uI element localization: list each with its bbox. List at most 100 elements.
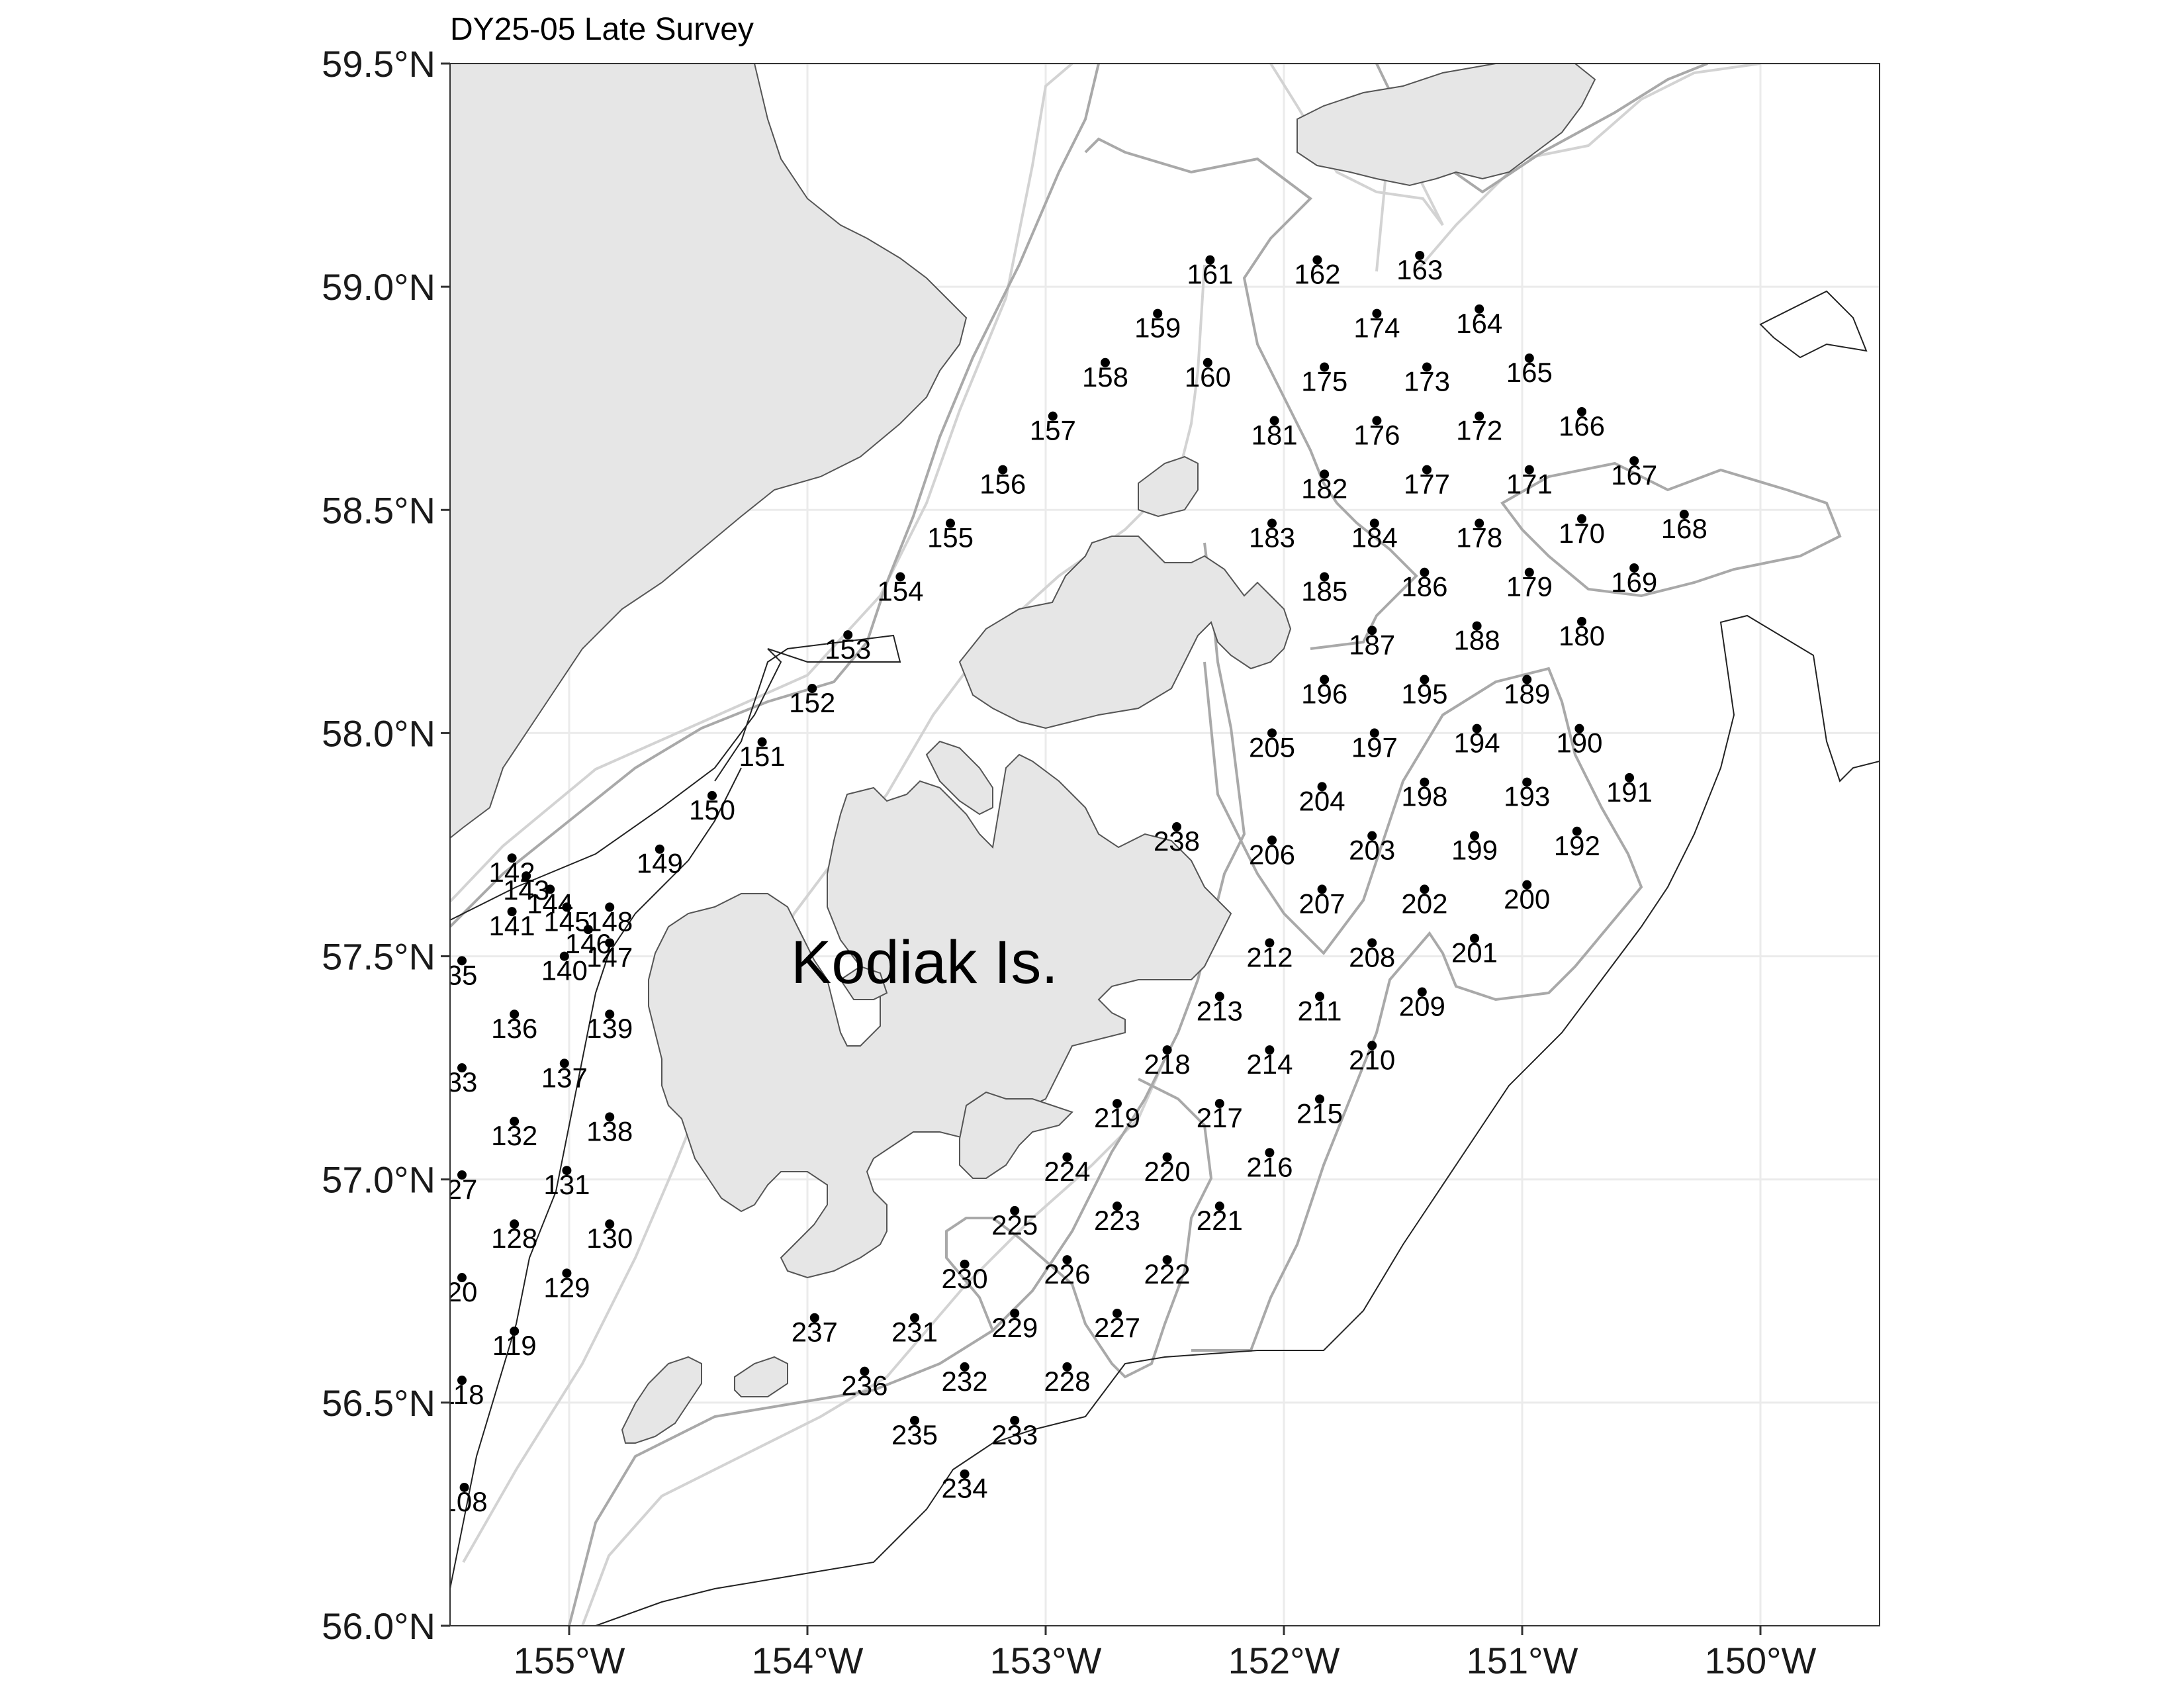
station-marker[interactable]: 154 <box>877 572 923 606</box>
station-marker[interactable]: 170 <box>1559 514 1605 549</box>
station-marker[interactable]: 130 <box>586 1219 633 1254</box>
station-marker[interactable]: 215 <box>1297 1094 1343 1129</box>
station-marker[interactable]: 144 <box>527 884 573 919</box>
station-marker[interactable]: 211 <box>1298 992 1342 1026</box>
station-marker[interactable]: 236 <box>841 1366 887 1401</box>
station-marker[interactable]: 118 <box>440 1376 484 1410</box>
station-marker[interactable]: 143 <box>503 871 549 906</box>
station-marker[interactable]: 142 <box>489 853 535 888</box>
station-marker[interactable]: 197 <box>1351 728 1398 763</box>
station-marker[interactable]: 137 <box>541 1058 588 1093</box>
station-marker[interactable]: 176 <box>1353 416 1400 450</box>
station-marker[interactable]: 214 <box>1246 1045 1293 1080</box>
station-marker[interactable]: 202 <box>1401 884 1447 919</box>
station-marker[interactable]: 228 <box>1044 1362 1090 1397</box>
station-marker[interactable]: 168 <box>1661 510 1707 544</box>
station-marker[interactable]: 136 <box>491 1009 537 1044</box>
station-marker[interactable]: 156 <box>979 465 1026 500</box>
station-marker[interactable]: 220 <box>1144 1152 1191 1187</box>
station-marker[interactable]: 140 <box>541 951 588 986</box>
station-marker[interactable]: 235 <box>891 1415 938 1450</box>
station-marker[interactable]: 138 <box>586 1112 633 1147</box>
station-marker[interactable]: 131 <box>543 1166 590 1200</box>
station-marker[interactable]: 233 <box>991 1415 1038 1450</box>
station-marker[interactable]: 188 <box>1454 621 1500 656</box>
station-marker[interactable]: 172 <box>1456 411 1502 446</box>
station-marker[interactable]: 238 <box>1154 822 1200 857</box>
station-marker[interactable]: 108 <box>441 1482 488 1517</box>
station-marker[interactable]: 162 <box>1294 255 1340 290</box>
station-marker[interactable]: 216 <box>1246 1148 1293 1182</box>
station-marker[interactable]: 171 <box>1506 465 1553 500</box>
station-marker[interactable]: 180 <box>1559 616 1605 651</box>
station-marker[interactable]: 178 <box>1456 518 1502 553</box>
station-marker[interactable]: 186 <box>1401 567 1447 602</box>
station-marker[interactable]: 190 <box>1556 724 1602 759</box>
station-marker[interactable]: 174 <box>1353 308 1400 344</box>
station-marker[interactable]: 132 <box>491 1117 537 1151</box>
station-marker[interactable]: 226 <box>1044 1255 1090 1289</box>
station-marker[interactable]: 150 <box>689 790 735 825</box>
station-marker[interactable]: 229 <box>991 1309 1038 1343</box>
station-marker[interactable]: 222 <box>1144 1255 1191 1289</box>
station-marker[interactable]: 210 <box>1349 1041 1395 1075</box>
station-marker[interactable]: 173 <box>1404 362 1450 397</box>
station-marker[interactable]: 204 <box>1299 782 1345 816</box>
station-marker[interactable]: 141 <box>489 907 535 941</box>
station-marker[interactable]: 146 <box>565 925 612 959</box>
station-marker[interactable]: 206 <box>1249 835 1295 870</box>
station-marker[interactable]: 218 <box>1144 1045 1191 1080</box>
station-marker[interactable]: 221 <box>1197 1201 1243 1236</box>
station-marker[interactable]: 213 <box>1197 992 1243 1026</box>
station-marker[interactable]: 20 <box>447 1273 478 1307</box>
station-marker[interactable]: 227 <box>1094 1309 1140 1343</box>
station-marker[interactable]: 160 <box>1185 357 1231 393</box>
station-marker[interactable]: 155 <box>927 518 974 553</box>
station-marker[interactable]: 148 <box>586 902 633 937</box>
station-marker[interactable]: 187 <box>1349 626 1395 660</box>
station-marker[interactable]: 129 <box>543 1268 590 1303</box>
station-marker[interactable]: 183 <box>1249 518 1295 553</box>
station-marker[interactable]: 165 <box>1506 353 1553 388</box>
station-marker[interactable]: 234 <box>942 1469 988 1504</box>
station-marker[interactable]: 159 <box>1134 308 1181 344</box>
station-marker[interactable]: 33 <box>447 1063 478 1098</box>
station-marker[interactable]: 223 <box>1094 1201 1140 1236</box>
station-marker[interactable]: 194 <box>1454 724 1500 759</box>
station-marker[interactable]: 195 <box>1401 675 1447 710</box>
station-marker[interactable]: 209 <box>1399 987 1445 1022</box>
station-marker[interactable]: 166 <box>1559 406 1605 442</box>
station-marker[interactable]: 205 <box>1249 728 1295 763</box>
station-marker[interactable]: 191 <box>1606 773 1653 808</box>
station-marker[interactable]: 193 <box>1504 777 1550 812</box>
station-marker[interactable]: 231 <box>891 1313 938 1348</box>
station-marker[interactable]: 237 <box>792 1313 838 1348</box>
station-marker[interactable]: 128 <box>491 1219 537 1254</box>
station-marker[interactable]: 192 <box>1554 826 1600 861</box>
station-marker[interactable]: 207 <box>1299 884 1345 919</box>
station-marker[interactable]: 179 <box>1506 567 1553 602</box>
station-marker[interactable]: 184 <box>1351 518 1398 553</box>
station-marker[interactable]: 198 <box>1401 777 1447 812</box>
station-marker[interactable]: 35 <box>447 956 478 990</box>
station-marker[interactable]: 169 <box>1611 563 1657 598</box>
station-marker[interactable]: 208 <box>1349 938 1395 972</box>
station-marker[interactable]: 230 <box>942 1259 988 1294</box>
station-marker[interactable]: 153 <box>825 630 871 665</box>
station-marker[interactable]: 149 <box>637 844 683 879</box>
station-marker[interactable]: 164 <box>1456 304 1502 339</box>
station-marker[interactable]: 203 <box>1349 831 1395 866</box>
station-marker[interactable]: 175 <box>1301 362 1347 397</box>
station-marker[interactable]: 212 <box>1246 938 1293 972</box>
station-marker[interactable]: 219 <box>1094 1099 1140 1133</box>
station-marker[interactable]: 158 <box>1082 357 1128 393</box>
station-marker[interactable]: 161 <box>1187 255 1233 290</box>
station-marker[interactable]: 157 <box>1030 411 1076 446</box>
station-marker[interactable]: 201 <box>1451 933 1498 968</box>
station-marker[interactable]: 196 <box>1301 675 1347 710</box>
station-marker[interactable]: 217 <box>1197 1099 1243 1133</box>
station-marker[interactable]: 152 <box>789 684 835 718</box>
station-marker[interactable]: 167 <box>1611 456 1657 491</box>
station-marker[interactable]: 232 <box>942 1362 988 1397</box>
station-marker[interactable]: 185 <box>1301 572 1347 606</box>
